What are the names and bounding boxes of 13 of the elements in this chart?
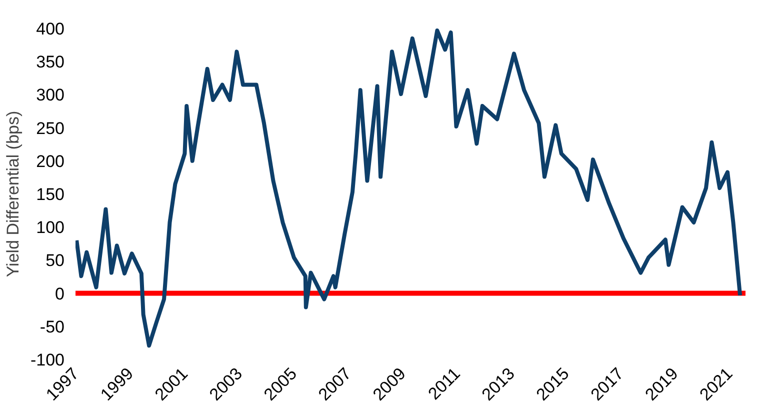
- y-axis-title: Yield Differential (bps): [3, 110, 22, 278]
- y-tick-label: 300: [36, 86, 65, 105]
- y-tick-label: 50: [46, 251, 65, 270]
- line-series: [76, 28, 742, 348]
- y-tick-label: 200: [36, 152, 65, 171]
- y-tick-label: 0: [55, 284, 65, 304]
- y-tick-label: 350: [36, 52, 65, 72]
- y-tick-label: -100: [30, 350, 65, 370]
- y-tick-label: 100: [36, 218, 65, 238]
- y-tick-label: 400: [36, 20, 65, 38]
- y-tick-label: 150: [36, 185, 65, 204]
- y-tick-label: -50: [40, 317, 65, 336]
- y-tick-label: 250: [36, 118, 65, 138]
